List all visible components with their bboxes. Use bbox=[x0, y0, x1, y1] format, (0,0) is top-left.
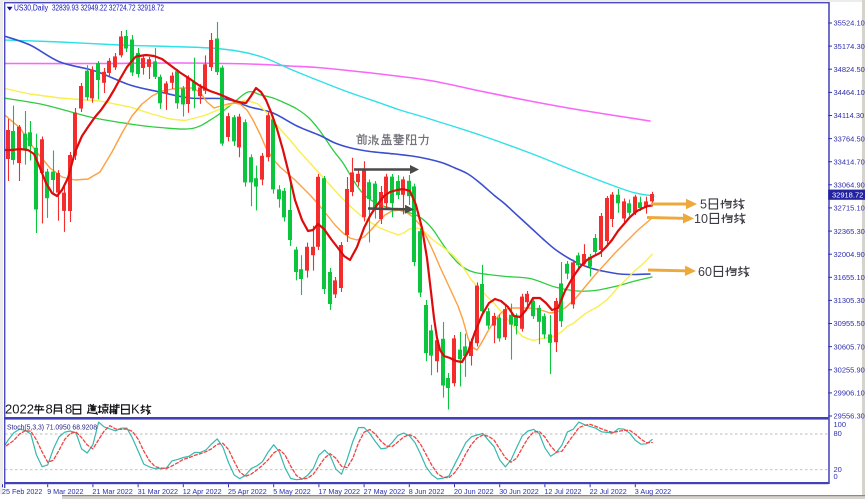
svg-text:31655.10: 31655.10 bbox=[834, 273, 865, 282]
svg-text:5: 5 bbox=[700, 198, 707, 212]
svg-text:2022: 2022 bbox=[5, 402, 34, 417]
svg-text:8 Jun 2022: 8 Jun 2022 bbox=[409, 487, 445, 496]
svg-text:12 Apr 2022: 12 Apr 2022 bbox=[183, 487, 222, 496]
svg-text:32004.90: 32004.90 bbox=[834, 250, 865, 259]
svg-text:60: 60 bbox=[698, 265, 712, 279]
svg-text:33414.70: 33414.70 bbox=[834, 157, 865, 166]
svg-text:31305.30: 31305.30 bbox=[834, 296, 865, 305]
svg-text:0: 0 bbox=[834, 472, 838, 481]
svg-text:32365.30: 32365.30 bbox=[834, 227, 865, 236]
svg-text:8: 8 bbox=[46, 402, 53, 417]
svg-text:35524.10: 35524.10 bbox=[834, 19, 865, 28]
svg-text:20 Jun 2022: 20 Jun 2022 bbox=[454, 487, 494, 496]
svg-text:29906.10: 29906.10 bbox=[834, 389, 865, 398]
svg-text:30955.50: 30955.50 bbox=[834, 319, 865, 328]
svg-text:25 Feb 2022: 25 Feb 2022 bbox=[2, 487, 42, 496]
svg-text:27 May 2022: 27 May 2022 bbox=[364, 487, 406, 496]
svg-text:8: 8 bbox=[65, 402, 72, 417]
svg-text:32839.93 32949.22 32724.72 329: 32839.93 32949.22 32724.72 32918.72 bbox=[52, 4, 164, 13]
svg-text:22 Jul 2022: 22 Jul 2022 bbox=[590, 487, 627, 496]
svg-text:25 Apr 2022: 25 Apr 2022 bbox=[228, 487, 267, 496]
svg-text:17 May 2022: 17 May 2022 bbox=[318, 487, 360, 496]
svg-text:80: 80 bbox=[834, 429, 842, 438]
svg-text:US30,Daily: US30,Daily bbox=[14, 4, 48, 13]
svg-text:3 Aug 2022: 3 Aug 2022 bbox=[635, 487, 671, 496]
svg-text:12 Jul 2022: 12 Jul 2022 bbox=[544, 487, 581, 496]
svg-text:32715.10: 32715.10 bbox=[834, 204, 865, 213]
svg-text:34464.10: 34464.10 bbox=[834, 88, 865, 97]
svg-text:34824.50: 34824.50 bbox=[834, 65, 865, 74]
svg-text:33764.50: 33764.50 bbox=[834, 134, 865, 143]
svg-text:32918.72: 32918.72 bbox=[832, 191, 863, 200]
svg-text:30 Jun 2022: 30 Jun 2022 bbox=[499, 487, 539, 496]
svg-text:31 Mar 2022: 31 Mar 2022 bbox=[138, 487, 178, 496]
svg-text:5 May 2022: 5 May 2022 bbox=[273, 487, 311, 496]
svg-text:21 Mar 2022: 21 Mar 2022 bbox=[92, 487, 132, 496]
svg-text:K: K bbox=[131, 402, 140, 417]
svg-text:34114.30: 34114.30 bbox=[834, 111, 865, 120]
svg-text:30605.70: 30605.70 bbox=[834, 342, 865, 351]
svg-text:30255.90: 30255.90 bbox=[834, 366, 865, 375]
svg-text:Stoch(5,3,3) 71.0950 68.9208: Stoch(5,3,3) 71.0950 68.9208 bbox=[7, 423, 97, 432]
svg-text:33064.90: 33064.90 bbox=[834, 181, 865, 190]
svg-text:9 Mar 2022: 9 Mar 2022 bbox=[47, 487, 83, 496]
svg-text:10: 10 bbox=[694, 212, 708, 226]
svg-text:35174.30: 35174.30 bbox=[834, 42, 865, 51]
svg-text:100: 100 bbox=[834, 420, 847, 429]
